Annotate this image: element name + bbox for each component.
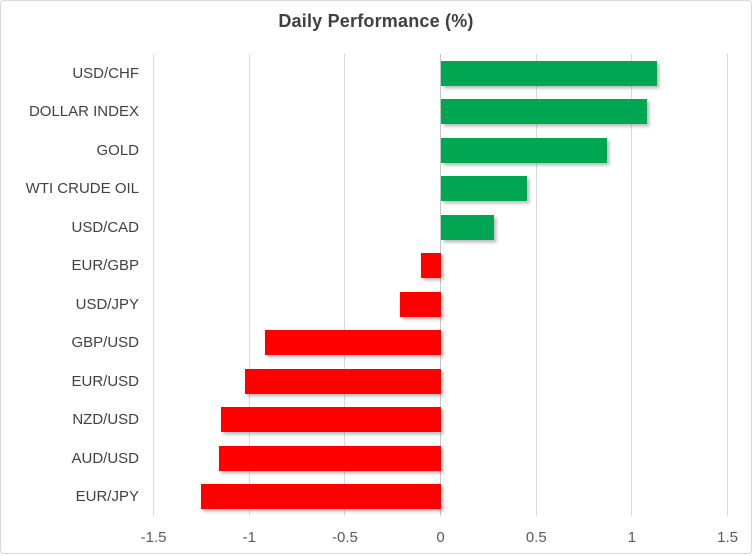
x-tick-label: -1 xyxy=(242,529,256,546)
gridline xyxy=(631,54,633,516)
gridline xyxy=(535,54,537,516)
bar-aud-usd xyxy=(218,445,441,471)
gridline xyxy=(248,54,250,516)
category-label: GOLD xyxy=(96,141,139,159)
category-label: EUR/JPY xyxy=(75,488,139,506)
bar-wti-crude-oil xyxy=(440,176,527,202)
gridline xyxy=(153,54,155,516)
plot-area xyxy=(153,54,729,516)
bar-eur-gbp xyxy=(421,253,441,279)
category-label: USD/CHF xyxy=(72,64,139,82)
category-label: WTI CRUDE OIL xyxy=(25,180,139,198)
x-tick-label: 1 xyxy=(627,529,637,546)
category-label: AUD/USD xyxy=(71,449,139,467)
bar-usd-cad xyxy=(440,214,495,240)
zero-axis-line xyxy=(440,54,442,516)
category-label: GBP/USD xyxy=(71,334,139,352)
bar-usd-jpy xyxy=(400,291,441,317)
x-tick-label: 1.5 xyxy=(717,529,739,546)
x-tick-label: -1.5 xyxy=(140,529,167,546)
bar-gbp-usd xyxy=(264,330,441,356)
category-label: DOLLAR INDEX xyxy=(28,103,139,121)
bar-gold xyxy=(440,137,608,163)
category-label: EUR/GBP xyxy=(71,257,139,275)
gridline xyxy=(727,54,729,516)
bar-usd-chf xyxy=(440,60,657,86)
category-label: USD/CAD xyxy=(71,218,139,236)
gridline xyxy=(344,54,346,516)
category-label: EUR/USD xyxy=(71,372,139,390)
bar-eur-jpy xyxy=(201,484,441,510)
bar-eur-usd xyxy=(245,368,441,394)
chart-title: Daily Performance (%) xyxy=(278,11,474,31)
bar-dollar-index xyxy=(440,99,648,125)
x-tick-label: -0.5 xyxy=(331,529,358,546)
x-tick-label: 0.5 xyxy=(525,529,547,546)
bar-nzd-usd xyxy=(220,407,441,433)
x-tick-label: 0 xyxy=(436,529,445,546)
category-label: USD/JPY xyxy=(75,295,139,313)
category-label: NZD/USD xyxy=(72,411,139,429)
